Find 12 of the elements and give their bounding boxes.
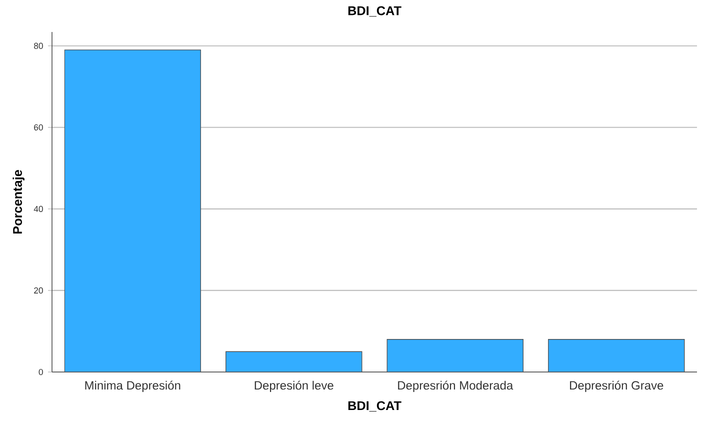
y-axis-title: Porcentaje — [12, 170, 25, 234]
chart-title: BDI_CAT — [348, 6, 402, 17]
x-tick-label: Depresrión Grave — [570, 380, 664, 392]
x-tick-label: Depresrión Moderada — [398, 380, 514, 392]
y-tick-label: 80 — [34, 42, 43, 49]
x-axis-title: BDI_CAT — [348, 401, 402, 412]
x-tick-label: Depresión leve — [254, 380, 334, 392]
y-tick-label: 40 — [34, 206, 43, 212]
y-tick-label: 20 — [34, 287, 43, 294]
y-tick-label: 0 — [38, 368, 43, 376]
x-tick-label: Minima Depresión — [85, 380, 180, 392]
y-tick-label: 60 — [34, 124, 43, 130]
